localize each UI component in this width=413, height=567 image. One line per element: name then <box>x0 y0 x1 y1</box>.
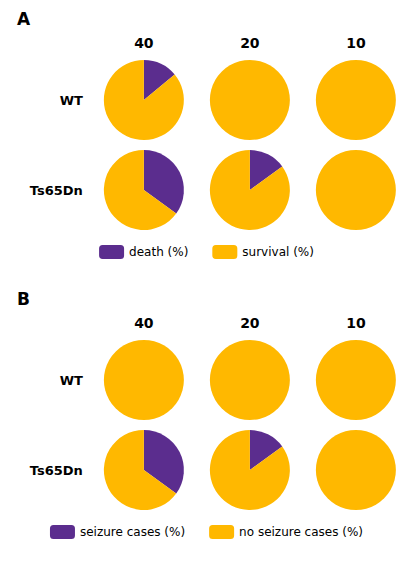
svg-text:10: 10 <box>346 315 366 331</box>
svg-text:survival (%): survival (%) <box>242 245 314 259</box>
svg-text:death (%): death (%) <box>129 245 188 259</box>
svg-text:40: 40 <box>134 35 154 51</box>
svg-text:Ts65Dn: Ts65Dn <box>30 183 83 198</box>
svg-text:20: 20 <box>240 315 260 331</box>
svg-text:WT: WT <box>60 373 83 388</box>
svg-text:Ts65Dn: Ts65Dn <box>30 463 83 478</box>
svg-text:WT: WT <box>60 93 83 108</box>
svg-text:A: A <box>17 9 31 29</box>
svg-text:seizure cases (%): seizure cases (%) <box>80 525 185 539</box>
svg-text:B: B <box>17 289 30 309</box>
svg-text:10: 10 <box>346 35 366 51</box>
svg-text:no seizure cases (%): no seizure cases (%) <box>239 525 363 539</box>
svg-text:40: 40 <box>134 315 154 331</box>
svg-text:20: 20 <box>240 35 260 51</box>
